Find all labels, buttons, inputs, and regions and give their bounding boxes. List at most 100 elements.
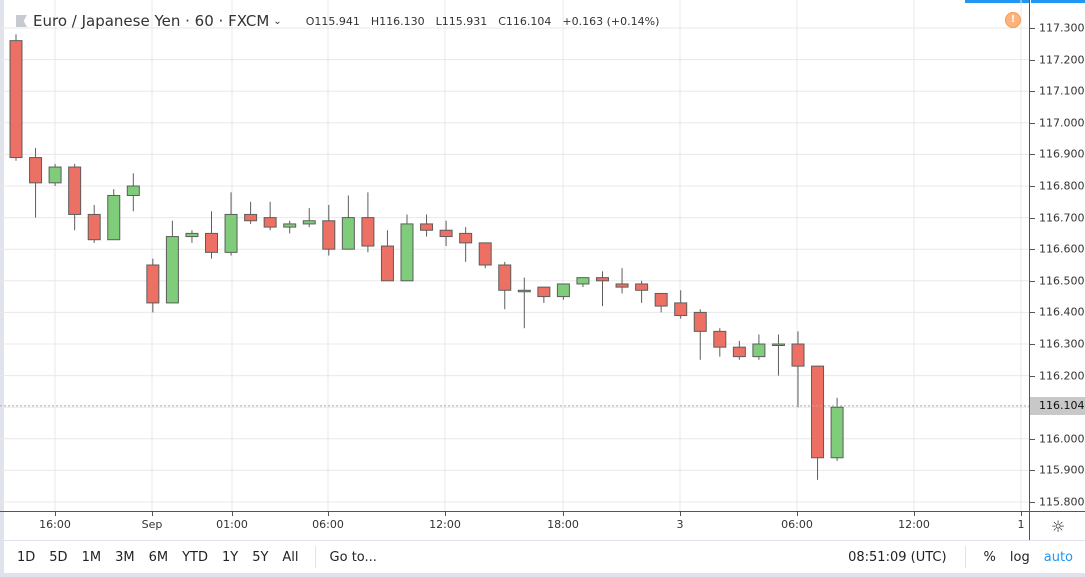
price-tick: [1030, 438, 1035, 440]
divider: [964, 546, 966, 568]
candle-down: [635, 283, 649, 291]
candle-down: [244, 213, 258, 222]
range-button-ytd[interactable]: YTD: [182, 549, 208, 565]
candle-down: [263, 217, 277, 228]
candle-down: [87, 213, 101, 241]
range-button-3m[interactable]: 3M: [115, 549, 135, 565]
price-tick: [1030, 502, 1035, 503]
price-label: 116.800: [1039, 179, 1085, 193]
ohlc-close: C116.104: [498, 14, 552, 28]
price-label: 117.200: [1039, 53, 1085, 67]
time-label: 3: [676, 518, 684, 531]
range-button-6m[interactable]: 6M: [148, 549, 169, 565]
candle-down: [420, 223, 434, 231]
candle-up: [283, 223, 297, 228]
time-tick: [55, 512, 56, 516]
range-button-5d[interactable]: 5D: [49, 549, 68, 565]
range-buttons: 1D 5D 1M 3M 6M YTD 1Y 5Y All: [0, 550, 299, 565]
time-tick: [1021, 512, 1022, 516]
candle-up: [126, 185, 140, 196]
time-axis[interactable]: 16:00 Sep 01:00 06:00 12:00 18:00 3 06:00 12:00 1: [0, 511, 1029, 540]
divider: [314, 546, 316, 568]
price-label: 116.700: [1039, 211, 1085, 225]
settings-gear-icon[interactable]: ☼: [1029, 511, 1085, 540]
candle-down: [205, 232, 218, 253]
price-label: 115.800: [1039, 495, 1085, 509]
price-tick: [1030, 280, 1035, 282]
time-tick: [680, 512, 681, 516]
candle-down: [537, 286, 551, 298]
auto-toggle[interactable]: auto: [1043, 549, 1073, 565]
candle-down: [439, 229, 453, 238]
range-button-1y[interactable]: 1Y: [221, 549, 239, 565]
price-tick: [1030, 217, 1035, 219]
price-tick: [1030, 249, 1035, 251]
toolbar-accent: [1031, 0, 1085, 3]
symbol-name: Euro / Japanese Yen · 60 · FXCM: [33, 12, 270, 30]
range-button-all[interactable]: All: [282, 549, 299, 565]
price-label: 116.000: [1039, 432, 1085, 446]
range-button-1m[interactable]: 1M: [81, 549, 102, 565]
candle-down: [29, 157, 43, 184]
chart-legend: Euro / Japanese Yen · 60 · FXCM ⌄ O115.9…: [16, 12, 670, 30]
symbol-title[interactable]: Euro / Japanese Yen · 60 · FXCM ⌄: [33, 12, 282, 30]
candle-up: [302, 220, 316, 225]
time-label: Sep: [141, 518, 163, 531]
utc-clock[interactable]: 08:51:09 (UTC): [848, 549, 947, 565]
log-toggle[interactable]: log: [1009, 549, 1030, 565]
price-label: 116.300: [1039, 337, 1085, 351]
candle-down: [322, 220, 336, 250]
time-tick: [797, 512, 798, 516]
candlestick-plot[interactable]: [0, 0, 1029, 511]
price-tick: [1030, 28, 1035, 29]
candle-down: [380, 245, 394, 282]
time-tick: [232, 512, 233, 516]
candle-up: [400, 223, 414, 282]
time-label: 06:00: [781, 518, 813, 531]
candle-down: [596, 277, 609, 282]
price-label: 116.500: [1039, 274, 1085, 288]
candle-up: [185, 232, 199, 238]
candle-down: [615, 283, 629, 288]
chevron-down-icon[interactable]: ⌄: [273, 15, 282, 27]
candle-up: [576, 277, 590, 285]
time-tick: [152, 512, 153, 516]
flag-icon: [16, 15, 27, 27]
candle-down: [674, 302, 688, 317]
price-tick: [1030, 154, 1035, 156]
goto-button[interactable]: Go to...: [329, 549, 377, 565]
time-tick: [914, 512, 915, 516]
candle-up: [48, 166, 62, 184]
candle-down: [811, 365, 825, 459]
candle-up: [752, 343, 766, 358]
time-tick: [445, 512, 446, 516]
price-label: 116.600: [1039, 242, 1085, 256]
price-label: 115.900: [1039, 463, 1085, 477]
time-label: 18:00: [547, 518, 579, 531]
price-tick: [1030, 122, 1035, 124]
candle-down: [498, 264, 512, 291]
alert-icon[interactable]: !: [1005, 12, 1021, 28]
candle-up: [107, 194, 121, 241]
percent-toggle[interactable]: %: [983, 549, 996, 565]
chart-frame: [4, 0, 1085, 573]
current-price-label: 116.104: [1030, 396, 1085, 415]
candle-down: [459, 232, 473, 244]
price-axis[interactable]: 117.300 117.200 117.100 117.000 116.900 116.8…: [1029, 0, 1085, 511]
price-tick: [1030, 91, 1035, 93]
candle-up: [830, 406, 844, 459]
ohlc-open: O115.941: [305, 14, 360, 28]
price-label: 116.400: [1039, 305, 1085, 319]
time-label: 12:00: [429, 518, 461, 531]
ohlc-low: L115.931: [435, 14, 488, 28]
price-label: 116.900: [1039, 147, 1085, 161]
price-label: 117.000: [1039, 116, 1085, 130]
time-tick: [328, 512, 329, 516]
toolbar-accent: [965, 0, 1029, 3]
range-button-1d[interactable]: 1D: [17, 549, 36, 565]
right-tools: 08:51:09 (UTC) % log auto: [848, 541, 1085, 573]
price-label: 117.100: [1039, 84, 1085, 98]
price-label: 117.300: [1039, 21, 1085, 35]
candle-down: [654, 292, 668, 307]
range-button-5y[interactable]: 5Y: [252, 549, 269, 565]
